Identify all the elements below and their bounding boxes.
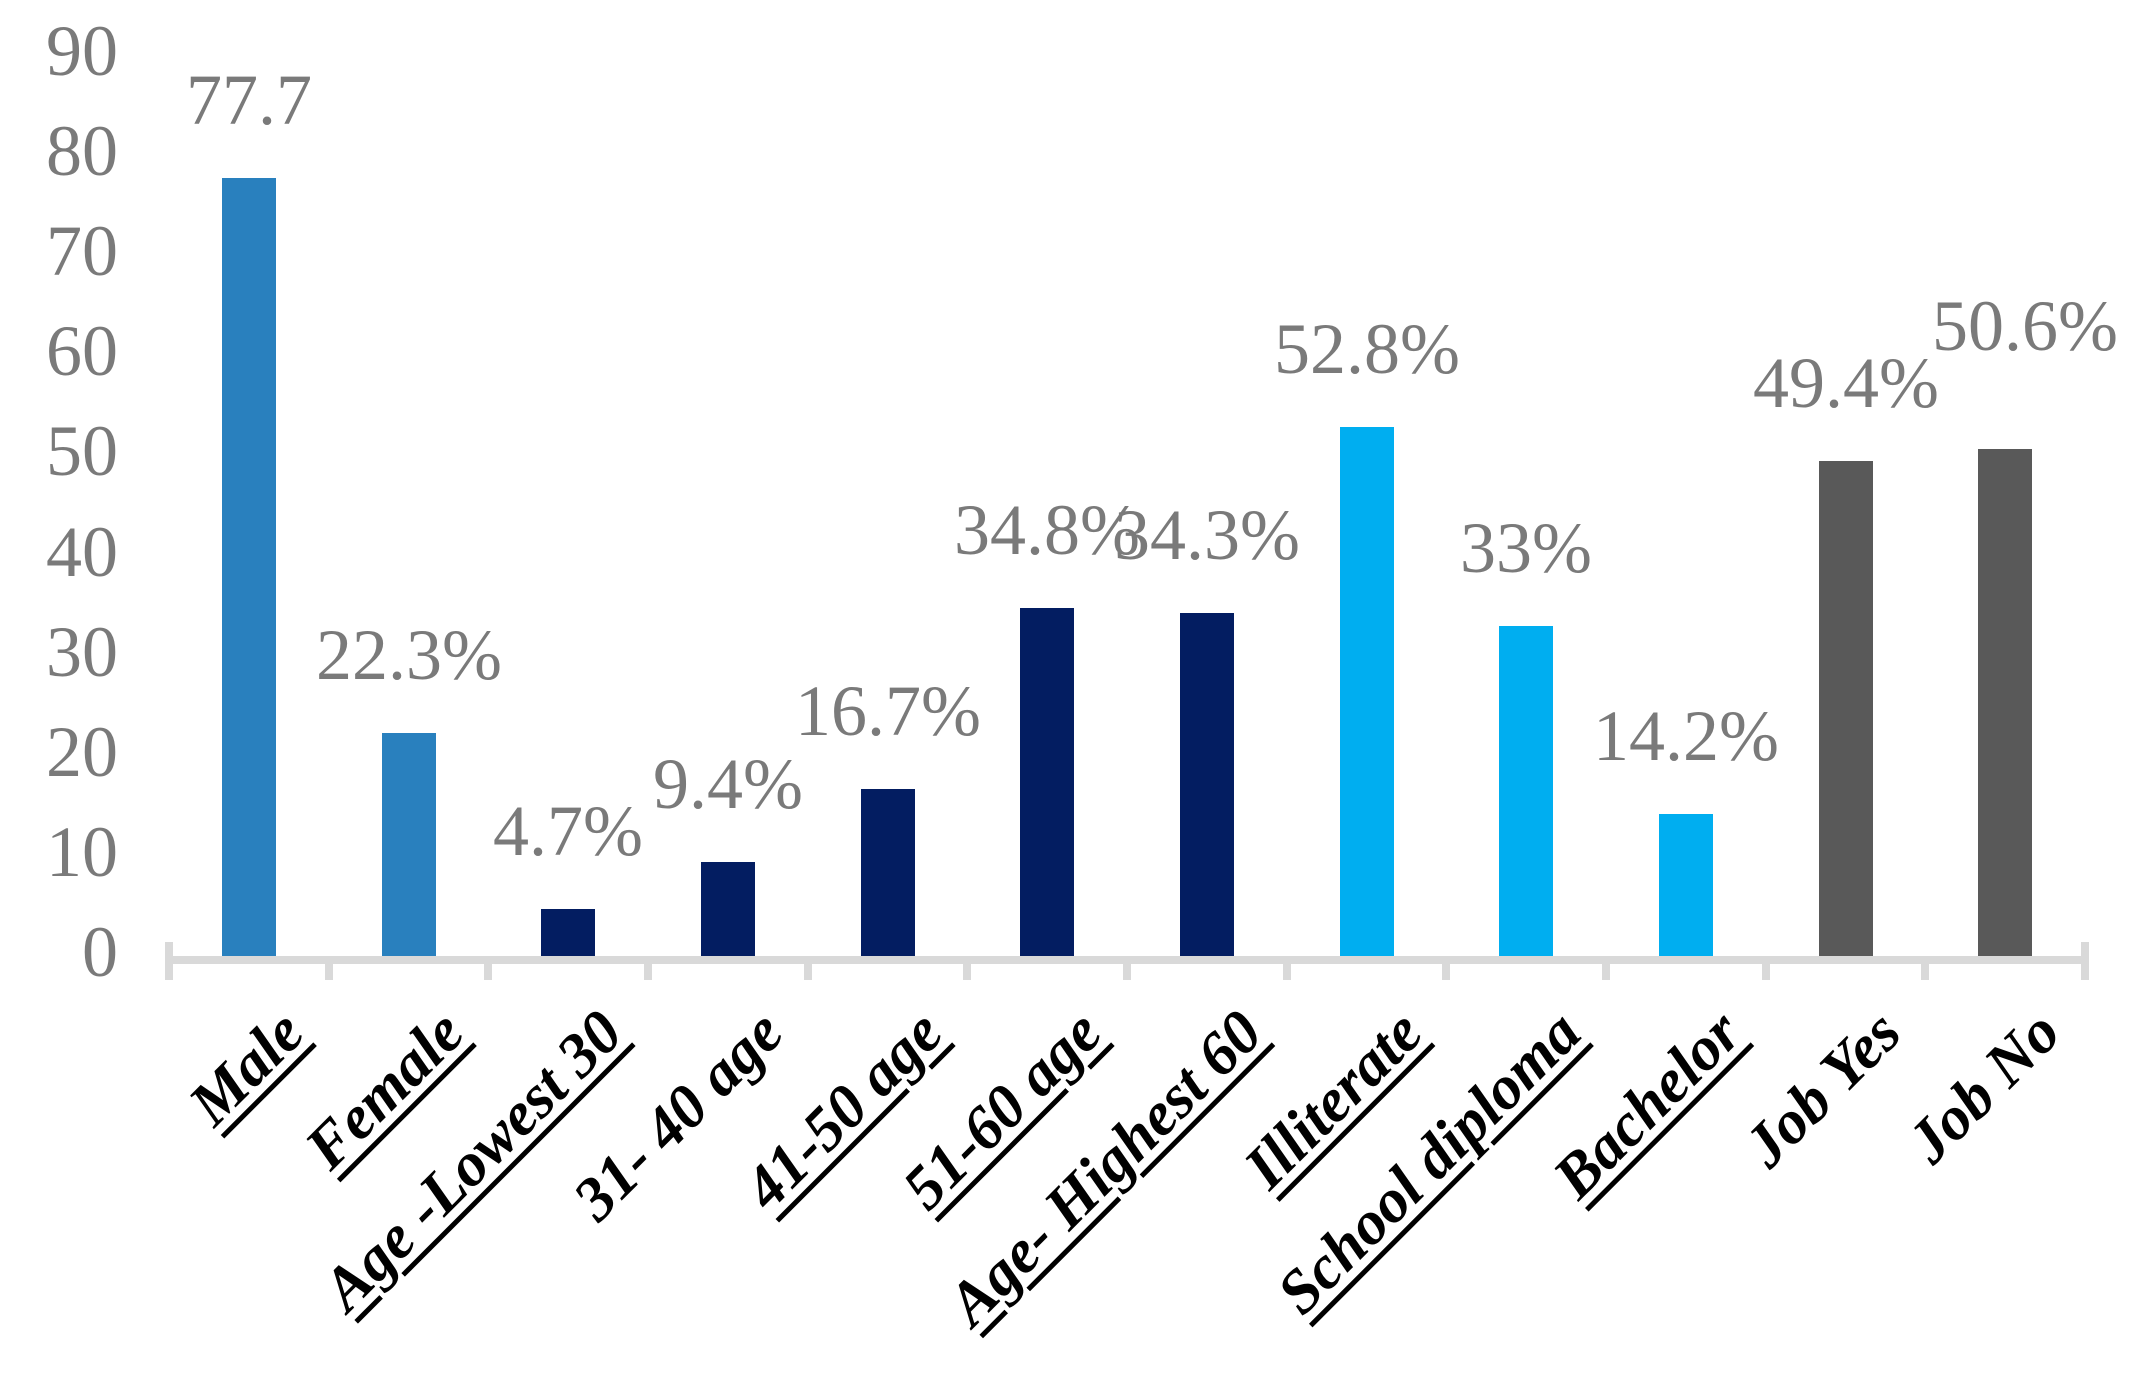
bar-31-40-age: [701, 862, 755, 956]
category-label-job-no: Job No: [1894, 997, 2073, 1177]
x-axis-tick-mark: [1761, 956, 1770, 980]
data-label: 4.7%: [493, 791, 643, 871]
data-label: 50.6%: [1932, 286, 2118, 366]
bar-female: [382, 733, 436, 956]
y-axis-tick-label: 20: [46, 711, 118, 792]
axis-end-stub: [165, 942, 173, 956]
y-axis-tick-label: 70: [46, 211, 118, 292]
x-axis-tick-mark: [324, 956, 333, 980]
bar-41-50-age: [861, 789, 915, 956]
data-label: 77.7: [186, 60, 312, 140]
y-axis-tick-label: 40: [46, 511, 118, 592]
x-axis-tick-mark: [2081, 956, 2089, 980]
data-label: 14.2%: [1593, 696, 1779, 776]
bar-age-highest-60: [1180, 613, 1234, 956]
category-label-male: Male: [176, 997, 317, 1139]
data-label: 34.3%: [1114, 495, 1300, 575]
x-axis-tick-mark: [165, 956, 173, 980]
bar-male: [222, 178, 276, 956]
x-axis-tick-mark: [644, 956, 652, 980]
bar-age-lowest-30: [541, 909, 595, 956]
bar-51-60-age: [1020, 608, 1074, 956]
data-label: 16.7%: [795, 671, 981, 751]
bar-bachelor: [1659, 814, 1713, 956]
axis-end-stub: [2081, 942, 2089, 956]
data-label: 52.8%: [1274, 309, 1460, 389]
y-axis-tick-label: 0: [82, 912, 118, 992]
x-axis-tick-mark: [803, 956, 812, 980]
data-label: 33%: [1460, 508, 1592, 588]
category-label-job-yes: Job Yes: [1731, 997, 1914, 1181]
y-axis-tick-label: 90: [46, 11, 118, 91]
data-label: 34.8%: [954, 490, 1140, 570]
x-axis-tick-mark: [1602, 956, 1610, 980]
bar-job-yes: [1819, 461, 1873, 956]
y-axis-tick-label: 80: [46, 111, 118, 192]
y-axis-tick-label: 60: [46, 311, 118, 392]
y-axis-tick-label: 30: [46, 611, 118, 692]
x-axis-tick-mark: [484, 956, 493, 980]
x-axis-tick-mark: [1921, 956, 1930, 980]
y-axis-tick-label: 50: [46, 411, 118, 492]
bar-illiterate: [1340, 427, 1394, 956]
bar-school-diploma: [1499, 626, 1553, 956]
data-label: 9.4%: [653, 744, 803, 824]
y-axis-tick-label: 10: [46, 811, 118, 892]
x-axis-tick-mark: [1282, 956, 1291, 980]
x-axis-tick-mark: [1123, 956, 1131, 980]
x-axis-tick-mark: [963, 956, 972, 980]
data-label: 49.4%: [1753, 343, 1939, 423]
data-label: 22.3%: [316, 615, 502, 695]
x-axis-tick-mark: [1442, 956, 1451, 980]
bar-job-no: [1978, 449, 2032, 956]
